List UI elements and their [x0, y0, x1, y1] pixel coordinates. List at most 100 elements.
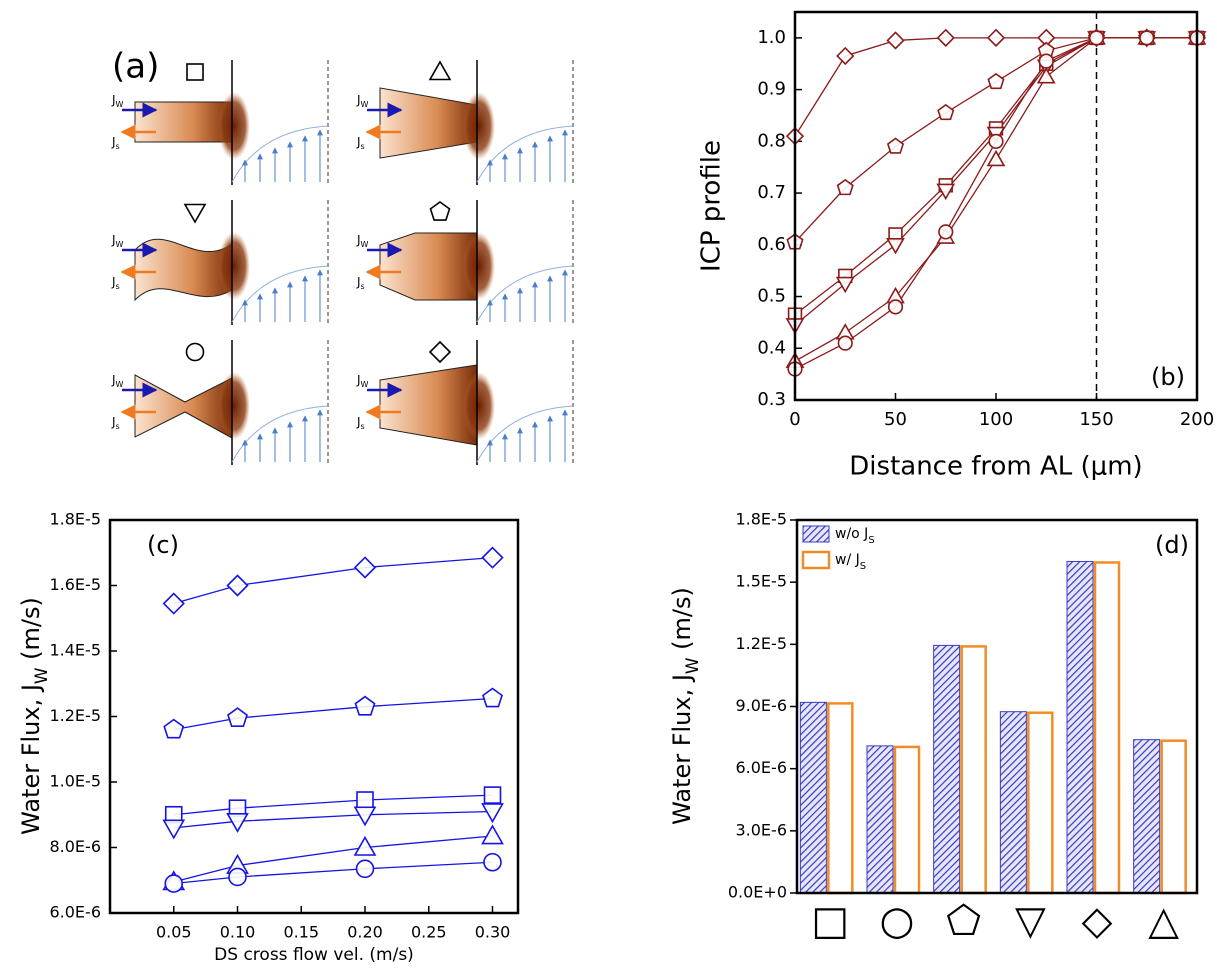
- y-tick-label: 6.0E-6: [49, 903, 101, 922]
- data-point: [938, 224, 954, 240]
- water-flux-label: JW: [111, 233, 124, 250]
- legend-name: w/ J: [835, 552, 860, 568]
- bar: [827, 702, 854, 895]
- data-point: [355, 859, 375, 879]
- data-point: [483, 786, 502, 804]
- data-point: [164, 874, 184, 893]
- y-tick-label: 1.8E-5: [735, 510, 787, 529]
- x-tick-label: □: [811, 898, 849, 944]
- data-point: [356, 791, 374, 809]
- channel: [134, 374, 233, 439]
- subscript: W: [361, 240, 369, 249]
- y-tick-label: 1.5E-5: [735, 572, 787, 591]
- water-flux-label: JW: [111, 93, 124, 110]
- data-point: [887, 299, 904, 315]
- subscript: W: [116, 100, 124, 109]
- y-tick-label: 8.0E-6: [49, 837, 101, 856]
- x-tick-label: 0.30: [475, 923, 511, 942]
- shape-symbol: [185, 342, 205, 362]
- data-point: [986, 28, 1006, 47]
- solute-flux-label: Js: [356, 415, 365, 432]
- data-point: [1038, 53, 1054, 69]
- subscript: s: [361, 282, 365, 291]
- velocity-profile: [476, 405, 574, 463]
- data-point: [986, 149, 1006, 167]
- water-flux-label: JW: [111, 373, 124, 390]
- data-point: [988, 133, 1004, 149]
- y-axis-label-part: W: [31, 667, 51, 684]
- y-tick-label: 0.7: [757, 182, 786, 203]
- x-tick-label: 0.05: [156, 923, 192, 942]
- data-point: [1088, 30, 1105, 46]
- data-point: [162, 819, 186, 840]
- x-tick-label: 50: [884, 409, 907, 430]
- x-tick-label: ◇: [1082, 898, 1113, 944]
- bar: [866, 745, 894, 894]
- y-tick-label: 1.4E-5: [49, 641, 101, 660]
- data-point: [886, 137, 905, 154]
- concentration-blob: [218, 232, 250, 300]
- data-point: [353, 556, 377, 579]
- bar: [799, 701, 827, 894]
- concentration-blob: [218, 92, 250, 160]
- y-tick-label: 1.8E-5: [49, 510, 101, 529]
- y-tick-label: 0.6: [757, 234, 786, 255]
- legend-label: w/o JS: [835, 526, 875, 546]
- x-tick-label: ▽: [1015, 898, 1046, 944]
- legend-swatch: [802, 525, 830, 543]
- channel: [134, 101, 233, 143]
- y-tick-label: 0.3: [757, 389, 786, 410]
- channel: [379, 232, 478, 301]
- symbol: J: [111, 373, 116, 387]
- panel-label: (d): [1155, 531, 1189, 559]
- data-point: [481, 803, 504, 824]
- data-point: [481, 824, 504, 845]
- x-tick-label: 0.15: [283, 923, 319, 942]
- y-axis-label-part: (m/s): [668, 587, 696, 657]
- y-tick-label: 0.9: [757, 79, 786, 100]
- y-tick-label: 0.4: [757, 337, 786, 358]
- subscript: s: [116, 422, 120, 431]
- x-tick-label: 100: [979, 409, 1013, 430]
- data-point: [353, 806, 377, 827]
- y-tick-label: 6.0E-6: [735, 758, 787, 777]
- channel: [379, 87, 478, 159]
- shape-symbol: [186, 63, 204, 81]
- legend-label: w/ JS: [835, 552, 866, 572]
- y-axis-label-part: Water Flux, J: [668, 674, 696, 825]
- concentration-blob: [463, 92, 495, 160]
- y-tick-label: 3.0E-6: [735, 820, 787, 839]
- subscript: W: [116, 380, 124, 389]
- y-tick-label: 0.5: [757, 286, 786, 307]
- data-point: [162, 592, 185, 615]
- solute-flux-label: Js: [356, 275, 365, 292]
- velocity-profile: [476, 125, 574, 183]
- y-axis-label: Water Flux, JW (m/s): [17, 597, 51, 835]
- symbol: J: [111, 415, 116, 429]
- symbol: J: [111, 233, 116, 247]
- x-tick-label: ⬠: [946, 898, 981, 944]
- water-flux-label: JW: [356, 93, 369, 110]
- y-axis-label-part: W: [682, 657, 702, 674]
- x-tick-label: 0.25: [411, 923, 447, 942]
- channel: [134, 238, 233, 302]
- series-line: [173, 810, 493, 829]
- symbol: J: [356, 275, 361, 289]
- subscript: s: [361, 142, 365, 151]
- data-point: [886, 31, 905, 50]
- plot-frame: [108, 518, 520, 915]
- series-line: [173, 835, 493, 883]
- bar: [1027, 711, 1054, 895]
- panel-label: (c): [147, 531, 179, 559]
- x-tick-label: ○: [880, 898, 915, 944]
- data-point: [226, 812, 249, 833]
- symbol: J: [111, 135, 116, 149]
- bar: [960, 645, 987, 895]
- panel-label: (a): [112, 47, 159, 87]
- x-tick-label: 200: [1180, 409, 1214, 430]
- solute-flux-label: Js: [356, 135, 365, 152]
- data-point: [228, 867, 247, 887]
